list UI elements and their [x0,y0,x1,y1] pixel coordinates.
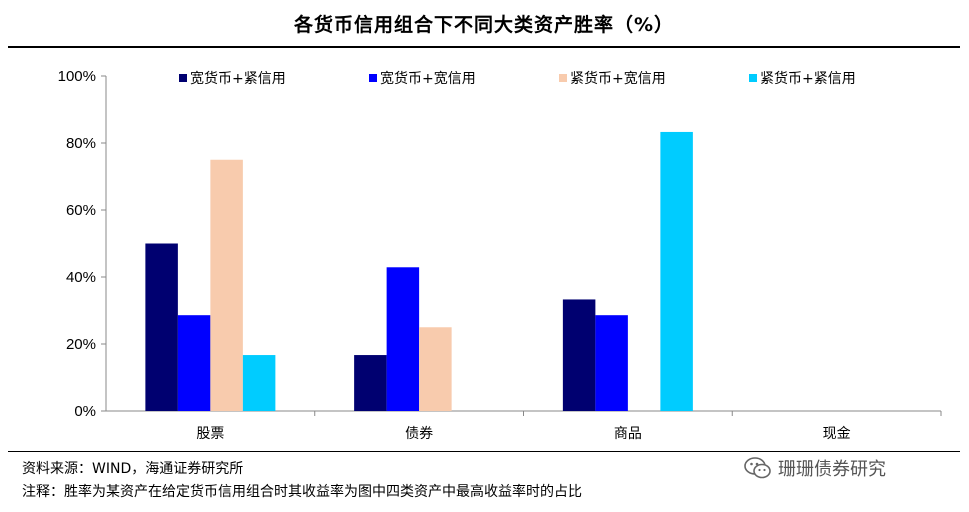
bar [660,131,693,411]
legend-swatch [179,74,187,82]
bar [386,267,420,411]
y-tick-label: 20% [66,336,96,353]
bar [242,355,276,411]
y-tick-label: 0% [74,403,96,420]
x-tick-label: 现金 [823,426,851,442]
chart-title: 各货币信用组合下不同大类资产胜率（%） [293,13,675,36]
legend-label: 宽货币+宽信用 [380,70,476,87]
legend-swatch [369,74,377,82]
legend-swatch [749,74,757,82]
bar [595,315,628,411]
bar [562,299,596,411]
wechat-icon [744,457,771,479]
x-tick-label: 股票 [196,426,224,442]
bar [177,315,211,411]
source-note: 资料来源：WIND，海通证券研究所 [22,461,244,477]
y-tick-label: 100% [58,68,96,85]
top-divider [8,46,960,48]
bar [419,327,452,411]
bar [354,355,387,411]
bar [210,159,243,411]
bottom-divider [8,451,960,452]
legend-swatch [559,74,567,82]
y-tick-label: 80% [66,135,96,152]
y-tick-label: 40% [66,269,96,286]
legend-label: 宽货币+紧信用 [190,70,286,87]
x-tick-label: 债券 [405,426,433,442]
watermark-text: 珊珊债券研究 [778,459,886,480]
legend-label: 紧货币+紧信用 [760,70,856,87]
legend-label: 紧货币+宽信用 [570,70,666,87]
bar-chart: 0% 20% 40% 60% 80% 100% 股票 债券 商品 现金 宽货币+紧信用 宽货币+宽信用… [58,68,942,442]
watermark: 珊珊债券研究 [744,455,886,481]
y-tick-label: 60% [66,202,96,219]
footnote: 注释：胜率为某资产在给定货币信用组合时其收益率为图中四类资产中最高收益率时的占比 [22,484,582,500]
x-tick-label: 商品 [614,426,642,442]
chart-title-bar: 各货币信用组合下不同大类资产胜率（%） [8,6,960,40]
bar [145,243,178,411]
